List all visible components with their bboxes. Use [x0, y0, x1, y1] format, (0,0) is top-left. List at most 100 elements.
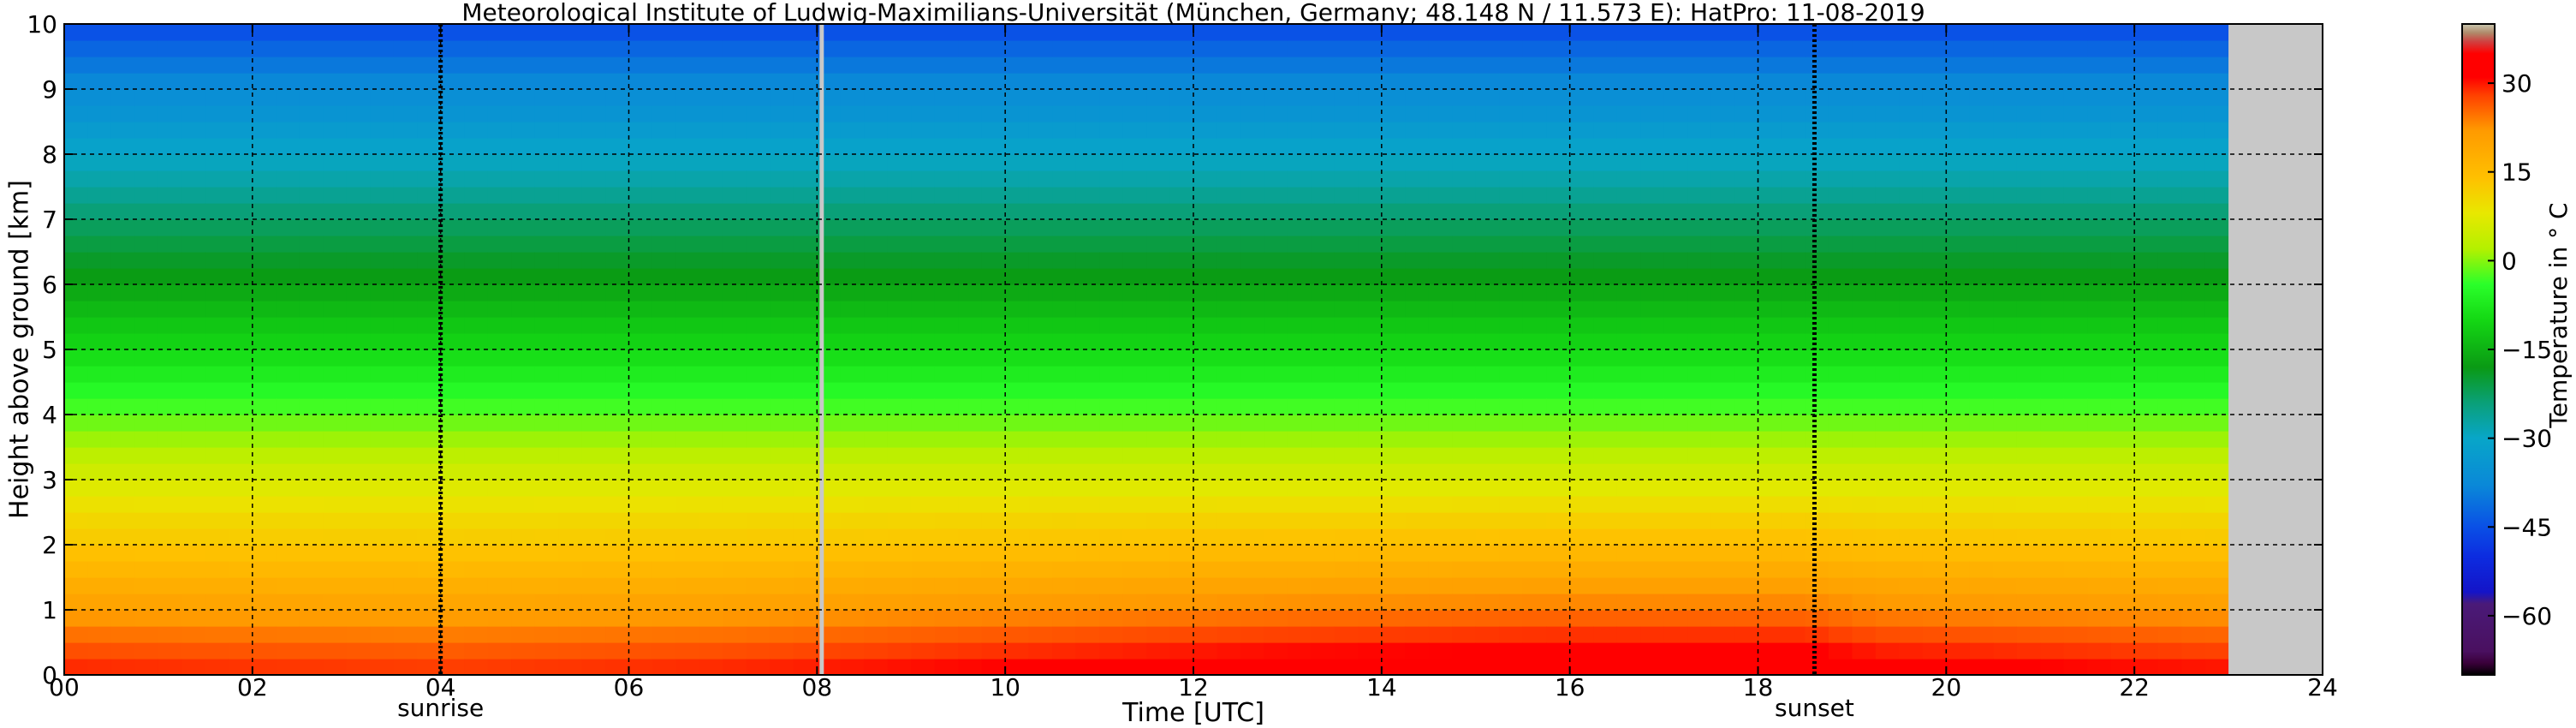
heatmap-cell	[2181, 642, 2206, 659]
heatmap-cell	[675, 170, 700, 188]
heatmap-cell	[1852, 626, 1877, 643]
heatmap-cell	[252, 398, 277, 415]
heatmap-cell	[2110, 610, 2135, 627]
heatmap-cell	[299, 203, 324, 220]
heatmap-cell	[323, 610, 348, 627]
heatmap-cell	[1875, 349, 1900, 367]
heatmap-cell	[1334, 122, 1359, 139]
heatmap-cell	[346, 642, 371, 659]
heatmap-cell	[1264, 138, 1288, 155]
heatmap-cell	[746, 561, 770, 578]
heatmap-cell	[1852, 73, 1877, 90]
heatmap-cell	[675, 577, 700, 594]
heatmap-cell	[1875, 463, 1900, 480]
heatmap-cell	[1969, 317, 1994, 334]
heatmap-cell	[1828, 170, 1853, 188]
heatmap-cell	[628, 545, 653, 562]
heatmap-cell	[1240, 317, 1265, 334]
heatmap-cell	[793, 463, 818, 480]
heatmap-cell	[1217, 577, 1241, 594]
heatmap-cell	[1969, 138, 1994, 155]
heatmap-cell	[1099, 626, 1124, 643]
heatmap-cell	[2157, 89, 2182, 106]
heatmap-cell	[346, 480, 371, 497]
heatmap-cell	[1240, 642, 1265, 659]
heatmap-cell	[840, 73, 865, 90]
heatmap-cell	[1569, 382, 1594, 399]
heatmap-cell	[958, 219, 983, 236]
heatmap-cell	[158, 561, 182, 578]
heatmap-cell	[323, 301, 348, 318]
heatmap-cell	[1522, 496, 1547, 513]
heatmap-cell	[1075, 496, 1100, 513]
heatmap-cell	[2134, 398, 2159, 415]
heatmap-cell	[346, 24, 371, 41]
heatmap-cell	[158, 203, 182, 220]
heatmap-cell	[1405, 154, 1430, 171]
heatmap-cell	[346, 170, 371, 188]
heatmap-cell	[1616, 610, 1641, 627]
heatmap-cell	[1099, 398, 1124, 415]
heatmap-cell	[1593, 382, 1618, 399]
heatmap-cell	[699, 236, 724, 253]
heatmap-cell	[370, 415, 395, 432]
heatmap-cell	[1569, 40, 1594, 57]
heatmap-cell	[1781, 73, 1806, 90]
heatmap-cell	[1734, 349, 1759, 367]
heatmap-cell	[558, 301, 583, 318]
heatmap-cell	[864, 382, 889, 399]
heatmap-cell	[1122, 594, 1147, 611]
heatmap-cell	[323, 382, 348, 399]
heatmap-cell	[1428, 122, 1453, 139]
heatmap-cell	[440, 512, 465, 529]
heatmap-cell	[934, 333, 959, 350]
heatmap-cell	[1264, 659, 1288, 676]
heatmap-cell	[1099, 40, 1124, 57]
heatmap-cell	[2157, 610, 2182, 627]
heatmap-cell	[1781, 154, 1806, 171]
heatmap-cell	[534, 528, 559, 546]
heatmap-cell	[628, 447, 653, 464]
heatmap-cell	[1734, 236, 1759, 253]
heatmap-cell	[1075, 170, 1100, 188]
heatmap-cell	[911, 594, 936, 611]
heatmap-cell	[181, 301, 206, 318]
heatmap-cell	[1428, 594, 1453, 611]
heatmap-cell	[840, 170, 865, 188]
heatmap-cell	[558, 268, 583, 285]
heatmap-cell	[911, 659, 936, 676]
heatmap-cell	[2040, 626, 2065, 643]
heatmap-cell	[1028, 284, 1053, 301]
heatmap-cell	[2016, 73, 2041, 90]
heatmap-cell	[2134, 138, 2159, 155]
heatmap-cell	[1311, 57, 1336, 74]
heatmap-cell	[605, 40, 630, 57]
heatmap-cell	[346, 382, 371, 399]
heatmap-cell	[276, 610, 300, 627]
heatmap-cell	[229, 138, 253, 155]
heatmap-cell	[1922, 105, 1947, 122]
heatmap-cell	[1663, 105, 1688, 122]
heatmap-cell	[1616, 219, 1641, 236]
heatmap-cell	[440, 382, 465, 399]
y-tick-label: 0	[42, 661, 57, 689]
heatmap-cell	[299, 268, 324, 285]
heatmap-cell	[276, 496, 300, 513]
heatmap-cell	[1169, 610, 1194, 627]
heatmap-cell	[229, 594, 253, 611]
heatmap-cell	[1075, 382, 1100, 399]
heatmap-cell	[1052, 170, 1077, 188]
heatmap-cell	[1710, 284, 1735, 301]
heatmap-cell	[511, 73, 536, 90]
heatmap-cell	[440, 24, 465, 41]
heatmap-cell	[511, 57, 536, 74]
heatmap-cell	[1217, 317, 1241, 334]
heatmap-cell	[158, 236, 182, 253]
heatmap-cell	[1969, 512, 1994, 529]
heatmap-cell	[393, 610, 418, 627]
heatmap-cell	[911, 170, 936, 188]
heatmap-cell	[1899, 105, 1924, 122]
heatmap-cell	[534, 496, 559, 513]
heatmap-cell	[205, 463, 229, 480]
